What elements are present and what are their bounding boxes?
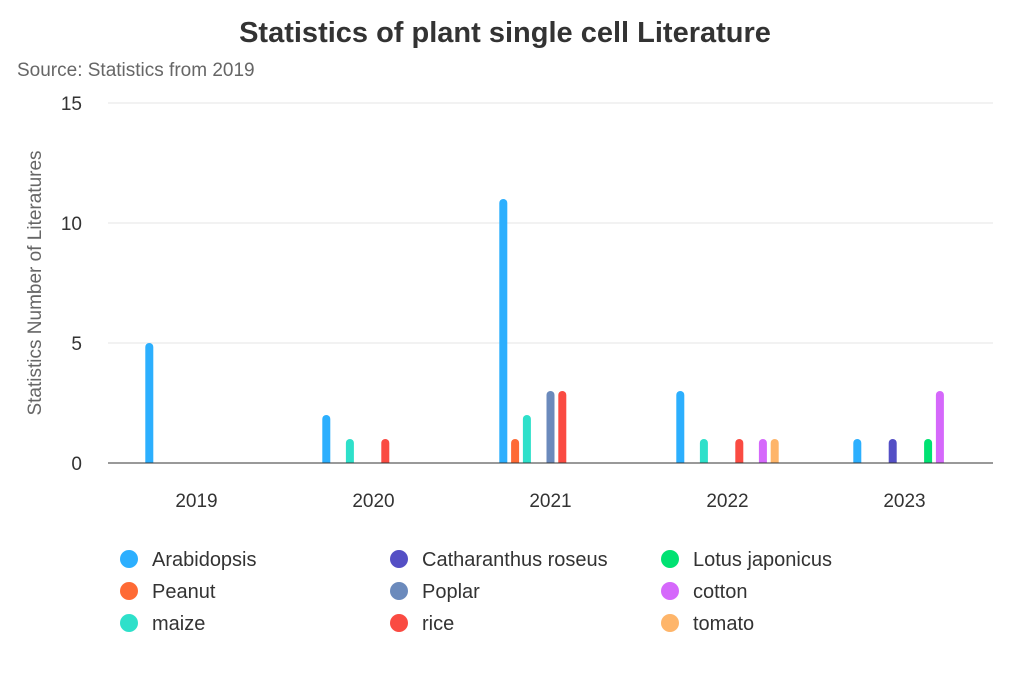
bar-rice-2022[interactable] [735,439,744,467]
bar-lotus-japonicus-2023[interactable] [924,439,933,467]
legend-label-arabidopsis[interactable]: Arabidopsis [152,549,257,571]
y-tick-label: 10 [61,214,82,235]
x-tick-label: 2021 [529,491,571,512]
y-tick-label: 15 [61,94,82,115]
x-tick-label: 2019 [175,491,217,512]
legend-marker-maize[interactable] [120,614,138,632]
x-tick-label: 2023 [883,491,925,512]
legend-label-maize[interactable]: maize [152,613,205,635]
bar-poplar-2021[interactable] [546,391,555,467]
axis-layer: 0 5 10 15 2019 2020 2021 2022 2023 [61,94,993,512]
legend-label-peanut[interactable]: Peanut [152,581,216,603]
y-tick-label: 0 [71,454,82,475]
bar-arabidopsis-2022[interactable] [676,391,685,467]
chart-subtitle: Source: Statistics from 2019 [17,60,255,81]
bar-maize-2022[interactable] [699,439,708,467]
bar-cotton-2022[interactable] [758,439,767,467]
bar-rice-2021[interactable] [558,391,567,467]
legend-marker-poplar[interactable] [390,582,408,600]
bar-maize-2021[interactable] [522,415,531,467]
chart-title: Statistics of plant single cell Literatu… [239,17,771,49]
y-axis-label: Statistics Number of Literatures [25,150,46,415]
grid-layer [108,102,993,344]
legend-marker-arabidopsis[interactable] [120,550,138,568]
bar-arabidopsis-2019[interactable] [145,343,154,467]
y-tick-label: 5 [71,334,82,355]
bar-peanut-2021[interactable] [511,439,520,467]
legend-label-catharanthus-roseus[interactable]: Catharanthus roseus [422,549,608,571]
legend-label-rice[interactable]: rice [422,613,454,635]
bar-tomato-2022[interactable] [770,439,779,467]
bar-maize-2020[interactable] [345,439,354,467]
bar-catharanthus-roseus-2023[interactable] [888,439,897,467]
bar-cotton-2023[interactable] [935,391,944,467]
bar-arabidopsis-2021[interactable] [499,199,508,467]
legend-label-lotus-japonicus[interactable]: Lotus japonicus [693,549,832,571]
legend-label-cotton[interactable]: cotton [693,581,747,603]
legend-label-poplar[interactable]: Poplar [422,581,480,603]
bar-rice-2020[interactable] [381,439,390,467]
legend-marker-rice[interactable] [390,614,408,632]
bar-arabidopsis-2023[interactable] [853,439,862,467]
legend: Arabidopsis Catharanthus roseus Lotus japo… [120,549,832,635]
bar-arabidopsis-2020[interactable] [322,415,331,467]
legend-marker-lotus-japonicus[interactable] [661,550,679,568]
legend-label-tomato[interactable]: tomato [693,613,754,635]
legend-marker-catharanthus-roseus[interactable] [390,550,408,568]
x-tick-label: 2020 [352,491,394,512]
bars-layer [145,199,944,467]
x-tick-label: 2022 [706,491,748,512]
legend-marker-tomato[interactable] [661,614,679,632]
legend-marker-cotton[interactable] [661,582,679,600]
legend-marker-peanut[interactable] [120,582,138,600]
